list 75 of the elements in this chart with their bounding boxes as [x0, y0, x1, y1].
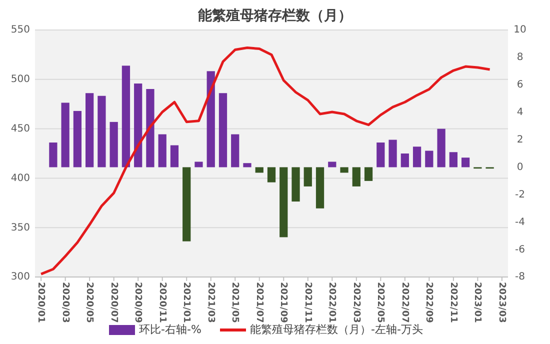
x-tick-label: 2020/07 — [108, 282, 118, 323]
bar — [194, 162, 203, 168]
bar — [328, 162, 336, 168]
bar — [376, 142, 385, 168]
y2-tick-label: 6 — [516, 80, 524, 91]
bar — [231, 134, 240, 168]
x-tick-label: 2023/01 — [472, 282, 482, 323]
x-tick-label: 2021/07 — [254, 282, 264, 323]
legend-label: 能繁殖母猪存栏数（月）-左轴-万头 — [250, 323, 423, 336]
bar — [449, 152, 458, 168]
x-tick-label: 2022/05 — [375, 282, 386, 323]
bar — [292, 167, 300, 202]
bar — [437, 128, 446, 168]
bar — [243, 163, 252, 168]
bar — [98, 96, 106, 168]
x-tick-label: 2022/01 — [326, 282, 337, 323]
y-tick-label: 500 — [10, 74, 30, 86]
x-tick-label: 2020/09 — [132, 282, 143, 323]
x-tick-label: 2020/05 — [84, 282, 94, 323]
bar — [280, 167, 288, 238]
x-tick-label: 2021/05 — [230, 282, 240, 323]
x-tick-label: 2020/11 — [156, 282, 167, 323]
y-tick-label: 400 — [10, 172, 30, 184]
bar — [122, 66, 130, 168]
y2-tick-label: -8 — [515, 272, 525, 283]
y2-tick-label: 8 — [516, 52, 524, 64]
y-tick-label: 350 — [10, 222, 30, 234]
y2-tick-label: 2 — [516, 134, 524, 146]
x-tick-label: 2022/07 — [399, 282, 410, 323]
bar — [49, 142, 58, 168]
bar — [304, 167, 312, 186]
bar — [110, 122, 118, 168]
bar — [61, 102, 70, 168]
x-tick-label: 2021/11 — [302, 282, 312, 323]
bar — [182, 167, 191, 242]
bar — [425, 150, 434, 168]
bar — [158, 134, 166, 168]
bar — [206, 71, 215, 168]
bar — [267, 167, 276, 182]
bar — [316, 167, 324, 208]
x-tick-label: 2021/03 — [205, 282, 216, 323]
bar — [400, 154, 409, 168]
bar — [73, 110, 82, 168]
y-tick-label: 550 — [10, 24, 30, 36]
bar — [218, 93, 228, 168]
x-tick-label: 2022/03 — [350, 282, 361, 323]
bar — [146, 89, 154, 168]
x-tick-label: 2020/03 — [60, 282, 70, 323]
bar — [364, 167, 373, 181]
y2-tick-label: 10 — [514, 24, 526, 36]
legend-label: 环比-右轴-% — [139, 323, 202, 336]
x-tick-label: 2022/11 — [448, 282, 458, 323]
x-tick-label: 2021/09 — [278, 282, 288, 323]
y-tick-label: 450 — [10, 124, 30, 135]
y2-tick-label: -2 — [515, 189, 525, 200]
bar — [461, 158, 470, 168]
y2-tick-label: -4 — [515, 216, 525, 228]
y2-tick-label: 4 — [516, 107, 524, 118]
bar — [388, 140, 397, 168]
bar — [86, 93, 94, 168]
line-series — [40, 46, 492, 276]
bar — [255, 167, 264, 173]
chart-title: 能繁殖母猪存栏数（月） — [198, 8, 352, 24]
bar — [340, 167, 348, 173]
x-tick-label: 2022/09 — [424, 282, 434, 323]
x-tick-label: 2021/01 — [181, 282, 192, 323]
y2-tick-label: -6 — [515, 244, 525, 256]
y-tick-label: 300 — [10, 272, 30, 283]
y2-tick-label: 0 — [516, 162, 524, 173]
x-tick-label: 2023/03 — [496, 282, 506, 323]
bar — [352, 167, 360, 186]
x-tick-label: 2020/01 — [36, 282, 46, 323]
bar — [134, 84, 142, 168]
bar — [170, 145, 179, 168]
bar — [412, 146, 422, 168]
